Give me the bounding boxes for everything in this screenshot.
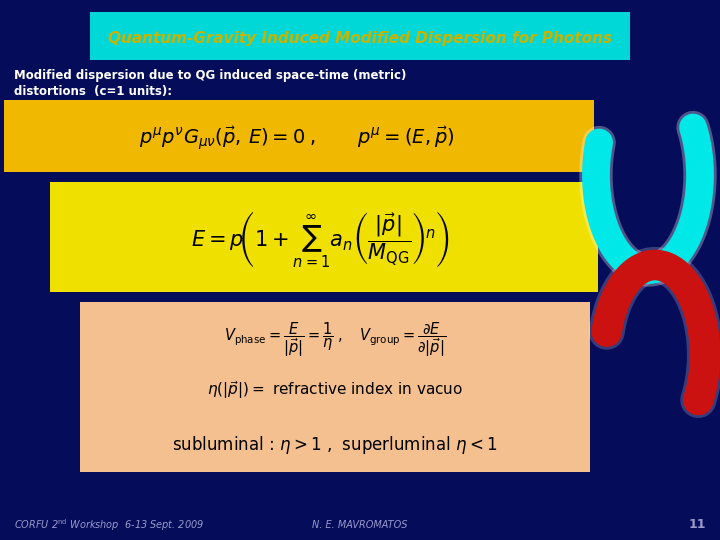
Text: subluminal : $\eta > 1$ ,  superluminal $\eta < 1$: subluminal : $\eta > 1$ , superluminal $… <box>172 434 498 456</box>
Text: $E = p\!\left(1 + \sum_{n=1}^{\infty} a_n \left(\dfrac{|\vec{p}|}{M_{\mathrm{QG}: $E = p\!\left(1 + \sum_{n=1}^{\infty} a_… <box>191 210 449 271</box>
Text: Quantum-Gravity Induced Modified Dispersion for Photons: Quantum-Gravity Induced Modified Dispers… <box>108 30 612 45</box>
FancyBboxPatch shape <box>50 182 598 292</box>
Text: Modified dispersion due to QG induced space-time (metric): Modified dispersion due to QG induced sp… <box>14 70 406 83</box>
FancyBboxPatch shape <box>4 100 594 172</box>
Text: N. E. MAVROMATOS: N. E. MAVROMATOS <box>312 520 408 530</box>
FancyBboxPatch shape <box>90 12 630 60</box>
Text: $p^{\mu}p^{\nu}G_{\mu\nu}(\vec{p},\, E)=0\;,\qquad p^{\mu}=(E,\vec{p})$: $p^{\mu}p^{\nu}G_{\mu\nu}(\vec{p},\, E)=… <box>139 124 455 152</box>
FancyBboxPatch shape <box>80 302 590 472</box>
Text: 11: 11 <box>688 518 706 531</box>
Text: $\eta(|\vec{p}|) = $ refractive index in vacuo: $\eta(|\vec{p}|) = $ refractive index in… <box>207 379 463 401</box>
Text: distortions  (c=1 units):: distortions (c=1 units): <box>14 85 172 98</box>
Text: $V_{\mathrm{phase}} = \dfrac{E}{|\vec{p}|} = \dfrac{1}{\eta}\;,\quad V_{\mathrm{: $V_{\mathrm{phase}} = \dfrac{E}{|\vec{p}… <box>224 321 446 359</box>
Text: CORFU 2$^{\mathrm{nd}}$ Workshop  6-13 Sept. 2009: CORFU 2$^{\mathrm{nd}}$ Workshop 6-13 Se… <box>14 517 204 533</box>
